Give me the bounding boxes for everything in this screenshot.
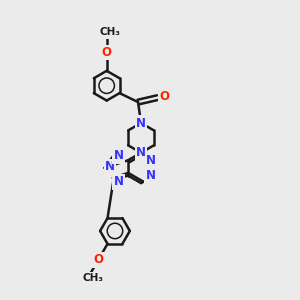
- Text: N: N: [114, 149, 124, 162]
- Text: O: O: [102, 46, 112, 59]
- Text: CH₃: CH₃: [99, 27, 120, 38]
- Text: O: O: [93, 253, 103, 266]
- Text: N: N: [146, 169, 156, 182]
- Text: N: N: [146, 154, 156, 167]
- Text: O: O: [159, 90, 169, 103]
- Text: N: N: [114, 175, 124, 188]
- Text: N: N: [105, 160, 115, 173]
- Text: N: N: [136, 146, 146, 159]
- Text: CH₃: CH₃: [82, 273, 103, 283]
- Text: N: N: [136, 116, 146, 130]
